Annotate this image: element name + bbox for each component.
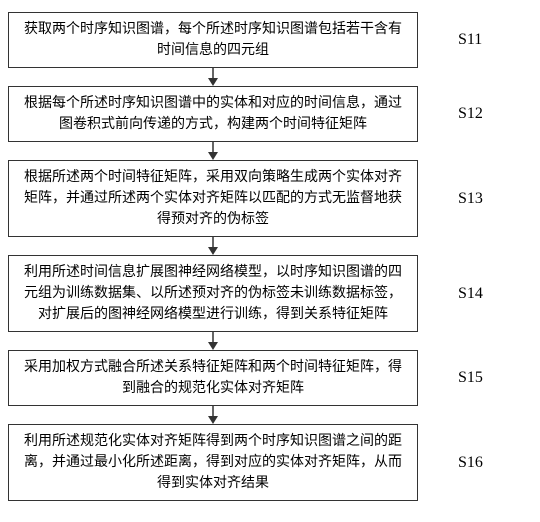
arrow-container-5 (8, 406, 418, 424)
arrow-down-icon (204, 332, 222, 350)
arrow-container-4 (8, 332, 418, 350)
arrow-down-icon (204, 68, 222, 86)
step-box-s16: 利用所述规范化实体对齐矩阵得到两个时序知识图谱之间的距离，并通过最小化所述距离，… (8, 424, 418, 501)
step-label-s15: S15 (458, 369, 483, 387)
step-row-s13: 根据所述两个时间特征矩阵，采用双向策略生成两个实体对齐矩阵，并通过所述两个实体对… (8, 160, 532, 237)
step-label-s12: S12 (458, 105, 483, 123)
step-label-s14: S14 (458, 285, 483, 303)
step-box-s14: 利用所述时间信息扩展图神经网络模型，以时序知识图谱的四元组为训练数据集、以所述预… (8, 255, 418, 332)
step-row-s14: 利用所述时间信息扩展图神经网络模型，以时序知识图谱的四元组为训练数据集、以所述预… (8, 255, 532, 332)
step-label-s11: S11 (458, 31, 482, 49)
arrow-down-icon (204, 142, 222, 160)
step-label-s16: S16 (458, 454, 483, 472)
step-text-s15: 采用加权方式融合所述关系特征矩阵和两个时间特征矩阵，得到融合的规范化实体对齐矩阵 (24, 360, 402, 396)
step-box-s13: 根据所述两个时间特征矩阵，采用双向策略生成两个实体对齐矩阵，并通过所述两个实体对… (8, 160, 418, 237)
step-text-s16: 利用所述规范化实体对齐矩阵得到两个时序知识图谱之间的距离，并通过最小化所述距离，… (24, 434, 402, 491)
arrow-container-2 (8, 142, 418, 160)
step-text-s11: 获取两个时序知识图谱，每个所述时序知识图谱包括若干含有时间信息的四元组 (24, 22, 402, 58)
step-row-s12: 根据每个所述时序知识图谱中的实体和对应的时间信息，通过图卷积式前向传递的方式，构… (8, 86, 532, 142)
step-row-s16: 利用所述规范化实体对齐矩阵得到两个时序知识图谱之间的距离，并通过最小化所述距离，… (8, 424, 532, 501)
step-box-s15: 采用加权方式融合所述关系特征矩阵和两个时间特征矩阵，得到融合的规范化实体对齐矩阵 (8, 350, 418, 406)
step-row-s11: 获取两个时序知识图谱，每个所述时序知识图谱包括若干含有时间信息的四元组 S11 (8, 12, 532, 68)
step-text-s14: 利用所述时间信息扩展图神经网络模型，以时序知识图谱的四元组为训练数据集、以所述预… (24, 265, 402, 322)
arrow-down-icon (204, 406, 222, 424)
step-text-s13: 根据所述两个时间特征矩阵，采用双向策略生成两个实体对齐矩阵，并通过所述两个实体对… (24, 170, 402, 227)
step-label-s13: S13 (458, 190, 483, 208)
step-row-s15: 采用加权方式融合所述关系特征矩阵和两个时间特征矩阵，得到融合的规范化实体对齐矩阵… (8, 350, 532, 406)
step-box-s12: 根据每个所述时序知识图谱中的实体和对应的时间信息，通过图卷积式前向传递的方式，构… (8, 86, 418, 142)
arrow-down-icon (204, 237, 222, 255)
flowchart-container: 获取两个时序知识图谱，每个所述时序知识图谱包括若干含有时间信息的四元组 S11 … (8, 12, 532, 501)
arrow-container-3 (8, 237, 418, 255)
arrow-container-1 (8, 68, 418, 86)
step-box-s11: 获取两个时序知识图谱，每个所述时序知识图谱包括若干含有时间信息的四元组 (8, 12, 418, 68)
step-text-s12: 根据每个所述时序知识图谱中的实体和对应的时间信息，通过图卷积式前向传递的方式，构… (24, 96, 402, 132)
